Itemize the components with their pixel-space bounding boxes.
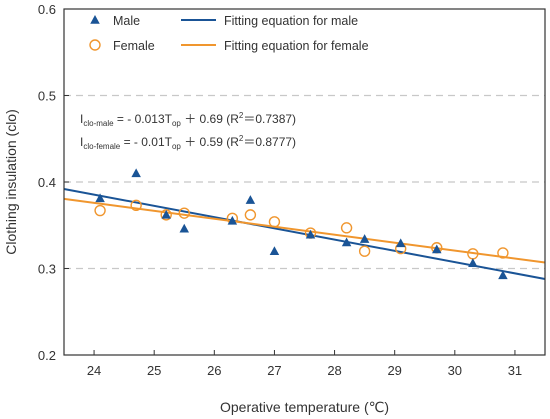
fit-lines — [63, 188, 546, 280]
female-fit-equation: Iclo-female = - 0.01Top ＋ 0.59 (R2＝0.877… — [80, 134, 296, 151]
axis-ticks: 24 25 26 27 28 29 30 31 0.2 0.3 0.4 0.5 0.6 — [38, 2, 522, 378]
male-point — [468, 258, 478, 268]
legend-male-fit-label: Fitting equation for male — [224, 14, 358, 28]
x-tick-label: 27 — [267, 363, 281, 378]
x-axis-title: Operative temperature (℃) — [220, 399, 389, 415]
male-fit-line — [63, 188, 546, 280]
female-fit-line — [63, 197, 546, 264]
grid-lines — [64, 94, 545, 270]
legend-male-marker — [90, 15, 100, 24]
male-point — [245, 195, 256, 204]
x-tick-label: 28 — [327, 363, 341, 378]
x-tick-label: 31 — [508, 363, 522, 378]
female-point — [244, 209, 257, 221]
x-tick-label: 25 — [147, 363, 161, 378]
legend-female-label: Female — [113, 39, 155, 53]
x-tick-label: 24 — [87, 363, 101, 378]
male-point — [131, 168, 141, 178]
female-point — [497, 247, 509, 259]
female-point — [178, 207, 190, 219]
male-point — [359, 234, 370, 243]
legend: Male Female Fitting equation for male Fi… — [89, 14, 369, 53]
male-point — [227, 215, 238, 225]
y-tick-label: 0.4 — [38, 175, 56, 190]
female-point — [130, 199, 142, 212]
male-point — [179, 223, 189, 233]
y-tick-label: 0.5 — [38, 89, 56, 104]
male-point — [432, 244, 442, 254]
legend-female-marker — [89, 39, 101, 51]
y-axis-title: Clothing insulation (clo) — [3, 109, 19, 255]
male-fit-equation: Iclo-male = - 0.013Top ＋ 0.69 (R2＝0.7387… — [80, 111, 296, 128]
data-points — [94, 168, 509, 280]
male-point — [395, 238, 406, 248]
y-tick-label: 0.6 — [38, 2, 56, 17]
legend-female-fit-label: Fitting equation for female — [224, 39, 369, 53]
male-point — [95, 193, 105, 203]
male-point — [341, 237, 352, 247]
x-tick-label: 30 — [448, 363, 462, 378]
female-point — [340, 222, 353, 234]
male-point — [269, 246, 280, 255]
y-tick-label: 0.2 — [38, 348, 56, 363]
male-point — [305, 229, 316, 239]
y-tick-label: 0.3 — [38, 262, 56, 277]
male-point — [498, 270, 508, 280]
x-tick-label: 29 — [387, 363, 401, 378]
female-point — [94, 204, 106, 217]
legend-male-label: Male — [113, 14, 140, 28]
x-tick-label: 26 — [207, 363, 221, 378]
female-point — [358, 245, 371, 257]
female-point — [268, 216, 281, 228]
male-point — [161, 209, 171, 219]
